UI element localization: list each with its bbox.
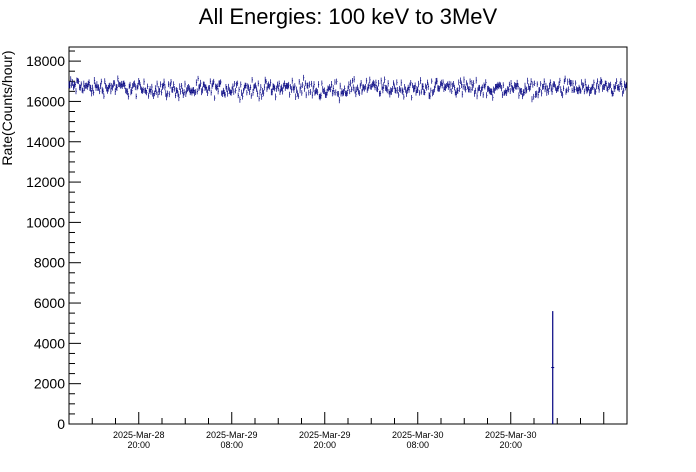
- chart-title: All Energies: 100 keV to 3MeV: [199, 4, 498, 29]
- y-tick-label: 14000: [26, 134, 65, 150]
- x-tick-label-time: 20:00: [127, 440, 150, 450]
- y-tick-label: 10000: [26, 214, 65, 230]
- x-tick-label-time: 08:00: [406, 440, 429, 450]
- series-error-bars: [68, 74, 627, 104]
- y-axis: 0 2000 4000 6000 8000 10000 12000 14000 16000 180…: [26, 50, 81, 432]
- y-tick-label: 12000: [26, 174, 65, 190]
- data-series: [68, 74, 627, 424]
- y-tick-label: 16000: [26, 93, 65, 109]
- x-axis: 2025-Mar-2820:002025-Mar-2908:002025-Mar…: [91, 412, 605, 450]
- x-tick-label-date: 2025-Mar-29: [206, 430, 258, 440]
- plot-frame: [68, 46, 628, 425]
- x-tick-label-date: 2025-Mar-28: [113, 430, 165, 440]
- y-tick-label: 4000: [34, 335, 65, 351]
- y-tick-label: 6000: [34, 295, 65, 311]
- x-tick-label-time: 08:00: [220, 440, 243, 450]
- y-axis-label: Rate(Counts/hour): [0, 50, 15, 165]
- y-tick-label: 8000: [34, 255, 65, 271]
- x-tick-label-date: 2025-Mar-29: [299, 430, 351, 440]
- x-tick-label-date: 2025-Mar-30: [392, 430, 444, 440]
- y-tick-label: 2000: [34, 376, 65, 392]
- y-tick-label: 0: [57, 416, 65, 432]
- x-tick-label-time: 20:00: [313, 440, 336, 450]
- x-tick-label-time: 20:00: [499, 440, 522, 450]
- x-tick-label-date: 2025-Mar-30: [485, 430, 537, 440]
- y-tick-label: 18000: [26, 53, 65, 69]
